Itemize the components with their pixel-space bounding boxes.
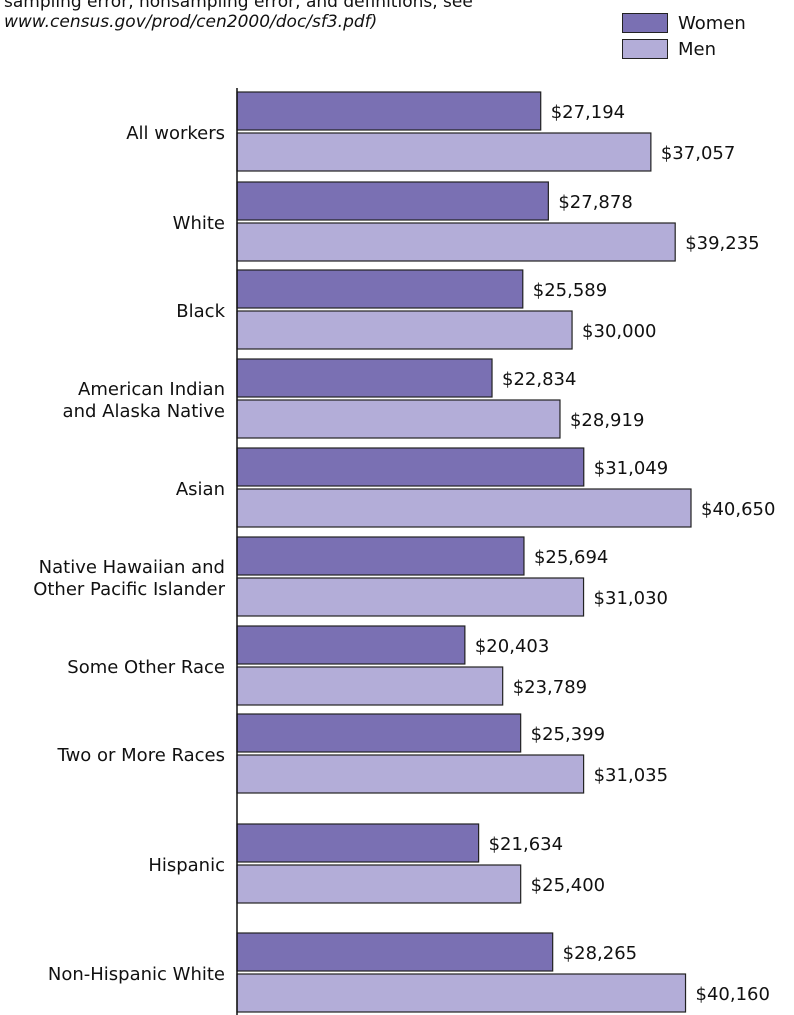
bar-men-all-workers bbox=[236, 132, 652, 172]
bar-men-hispanic bbox=[236, 864, 522, 904]
value-label-women-american-indian-and-alaska-native: $22,834 bbox=[502, 369, 576, 390]
category-label-asian: Asian bbox=[176, 479, 225, 500]
value-label-men-all-workers: $37,057 bbox=[661, 143, 735, 164]
bar-women-hispanic bbox=[236, 823, 480, 863]
bar-women-asian bbox=[236, 447, 585, 487]
bar-women-two-or-more-races bbox=[236, 713, 522, 753]
value-label-men-asian: $40,650 bbox=[701, 499, 775, 520]
value-label-men-american-indian-and-alaska-native: $28,919 bbox=[570, 410, 644, 431]
category-label-white: White bbox=[173, 213, 225, 234]
legend-item-women: Women bbox=[622, 10, 746, 36]
value-label-men-native-hawaiian-and-other-pacific-islander: $31,030 bbox=[594, 588, 668, 609]
category-label-native-hawaiian-and-other-pacific-islander-line1: Native Hawaiian and bbox=[39, 557, 225, 578]
value-label-women-non-hispanic-white: $28,265 bbox=[563, 943, 637, 964]
bar-women-some-other-race bbox=[236, 625, 466, 665]
source-note-line1: sampling error, nonsampling error, and d… bbox=[4, 0, 473, 12]
value-label-women-some-other-race: $20,403 bbox=[475, 636, 549, 657]
value-label-men-some-other-race: $23,789 bbox=[513, 677, 587, 698]
value-label-men-white: $39,235 bbox=[685, 233, 759, 254]
value-label-women-all-workers: $27,194 bbox=[551, 102, 625, 123]
legend-swatch-men bbox=[622, 39, 668, 59]
legend-item-men: Men bbox=[622, 36, 746, 62]
bar-men-american-indian-and-alaska-native bbox=[236, 399, 561, 439]
value-label-women-white: $27,878 bbox=[558, 192, 632, 213]
category-label-non-hispanic-white: Non-Hispanic White bbox=[48, 964, 225, 985]
source-note-url: www.census.gov/prod/cen2000/doc/sf3.pdf) bbox=[4, 12, 378, 32]
value-label-women-hispanic: $21,634 bbox=[489, 834, 563, 855]
bar-women-native-hawaiian-and-other-pacific-islander bbox=[236, 536, 525, 576]
value-label-women-black: $25,589 bbox=[533, 280, 607, 301]
bar-women-white bbox=[236, 181, 549, 221]
value-label-men-hispanic: $25,400 bbox=[531, 875, 605, 896]
category-label-hispanic: Hispanic bbox=[148, 855, 225, 876]
source-note: sampling error, nonsampling error, and d… bbox=[4, 0, 473, 32]
bar-women-non-hispanic-white bbox=[236, 932, 554, 972]
bar-men-non-hispanic-white bbox=[236, 973, 687, 1013]
category-label-american-indian-and-alaska-native-line2: and Alaska Native bbox=[63, 401, 225, 422]
category-label-all-workers: All workers bbox=[126, 123, 225, 144]
legend-label-men: Men bbox=[678, 38, 717, 60]
bar-women-black bbox=[236, 269, 524, 309]
bar-men-asian bbox=[236, 488, 692, 528]
value-label-men-non-hispanic-white: $40,160 bbox=[696, 984, 770, 1005]
value-label-women-two-or-more-races: $25,399 bbox=[531, 724, 605, 745]
value-label-women-native-hawaiian-and-other-pacific-islander: $25,694 bbox=[534, 547, 608, 568]
category-label-two-or-more-races: Two or More Races bbox=[57, 745, 225, 766]
bar-men-black bbox=[236, 310, 573, 350]
bar-women-american-indian-and-alaska-native bbox=[236, 358, 493, 398]
legend-label-women: Women bbox=[678, 12, 746, 34]
legend: Women Men bbox=[622, 10, 746, 62]
category-label-american-indian-and-alaska-native-line1: American Indian bbox=[78, 379, 225, 400]
category-label-some-other-race: Some Other Race bbox=[67, 657, 225, 678]
bar-men-white bbox=[236, 222, 676, 262]
category-label-black: Black bbox=[176, 301, 225, 322]
bar-men-native-hawaiian-and-other-pacific-islander bbox=[236, 577, 585, 617]
value-label-women-asian: $31,049 bbox=[594, 458, 668, 479]
category-label-native-hawaiian-and-other-pacific-islander-line2: Other Pacific Islander bbox=[33, 579, 225, 600]
value-label-men-black: $30,000 bbox=[582, 321, 656, 342]
bar-men-some-other-race bbox=[236, 666, 504, 706]
bar-men-two-or-more-races bbox=[236, 754, 585, 794]
legend-swatch-women bbox=[622, 13, 668, 33]
value-label-men-two-or-more-races: $31,035 bbox=[594, 765, 668, 786]
bar-women-all-workers bbox=[236, 91, 542, 131]
